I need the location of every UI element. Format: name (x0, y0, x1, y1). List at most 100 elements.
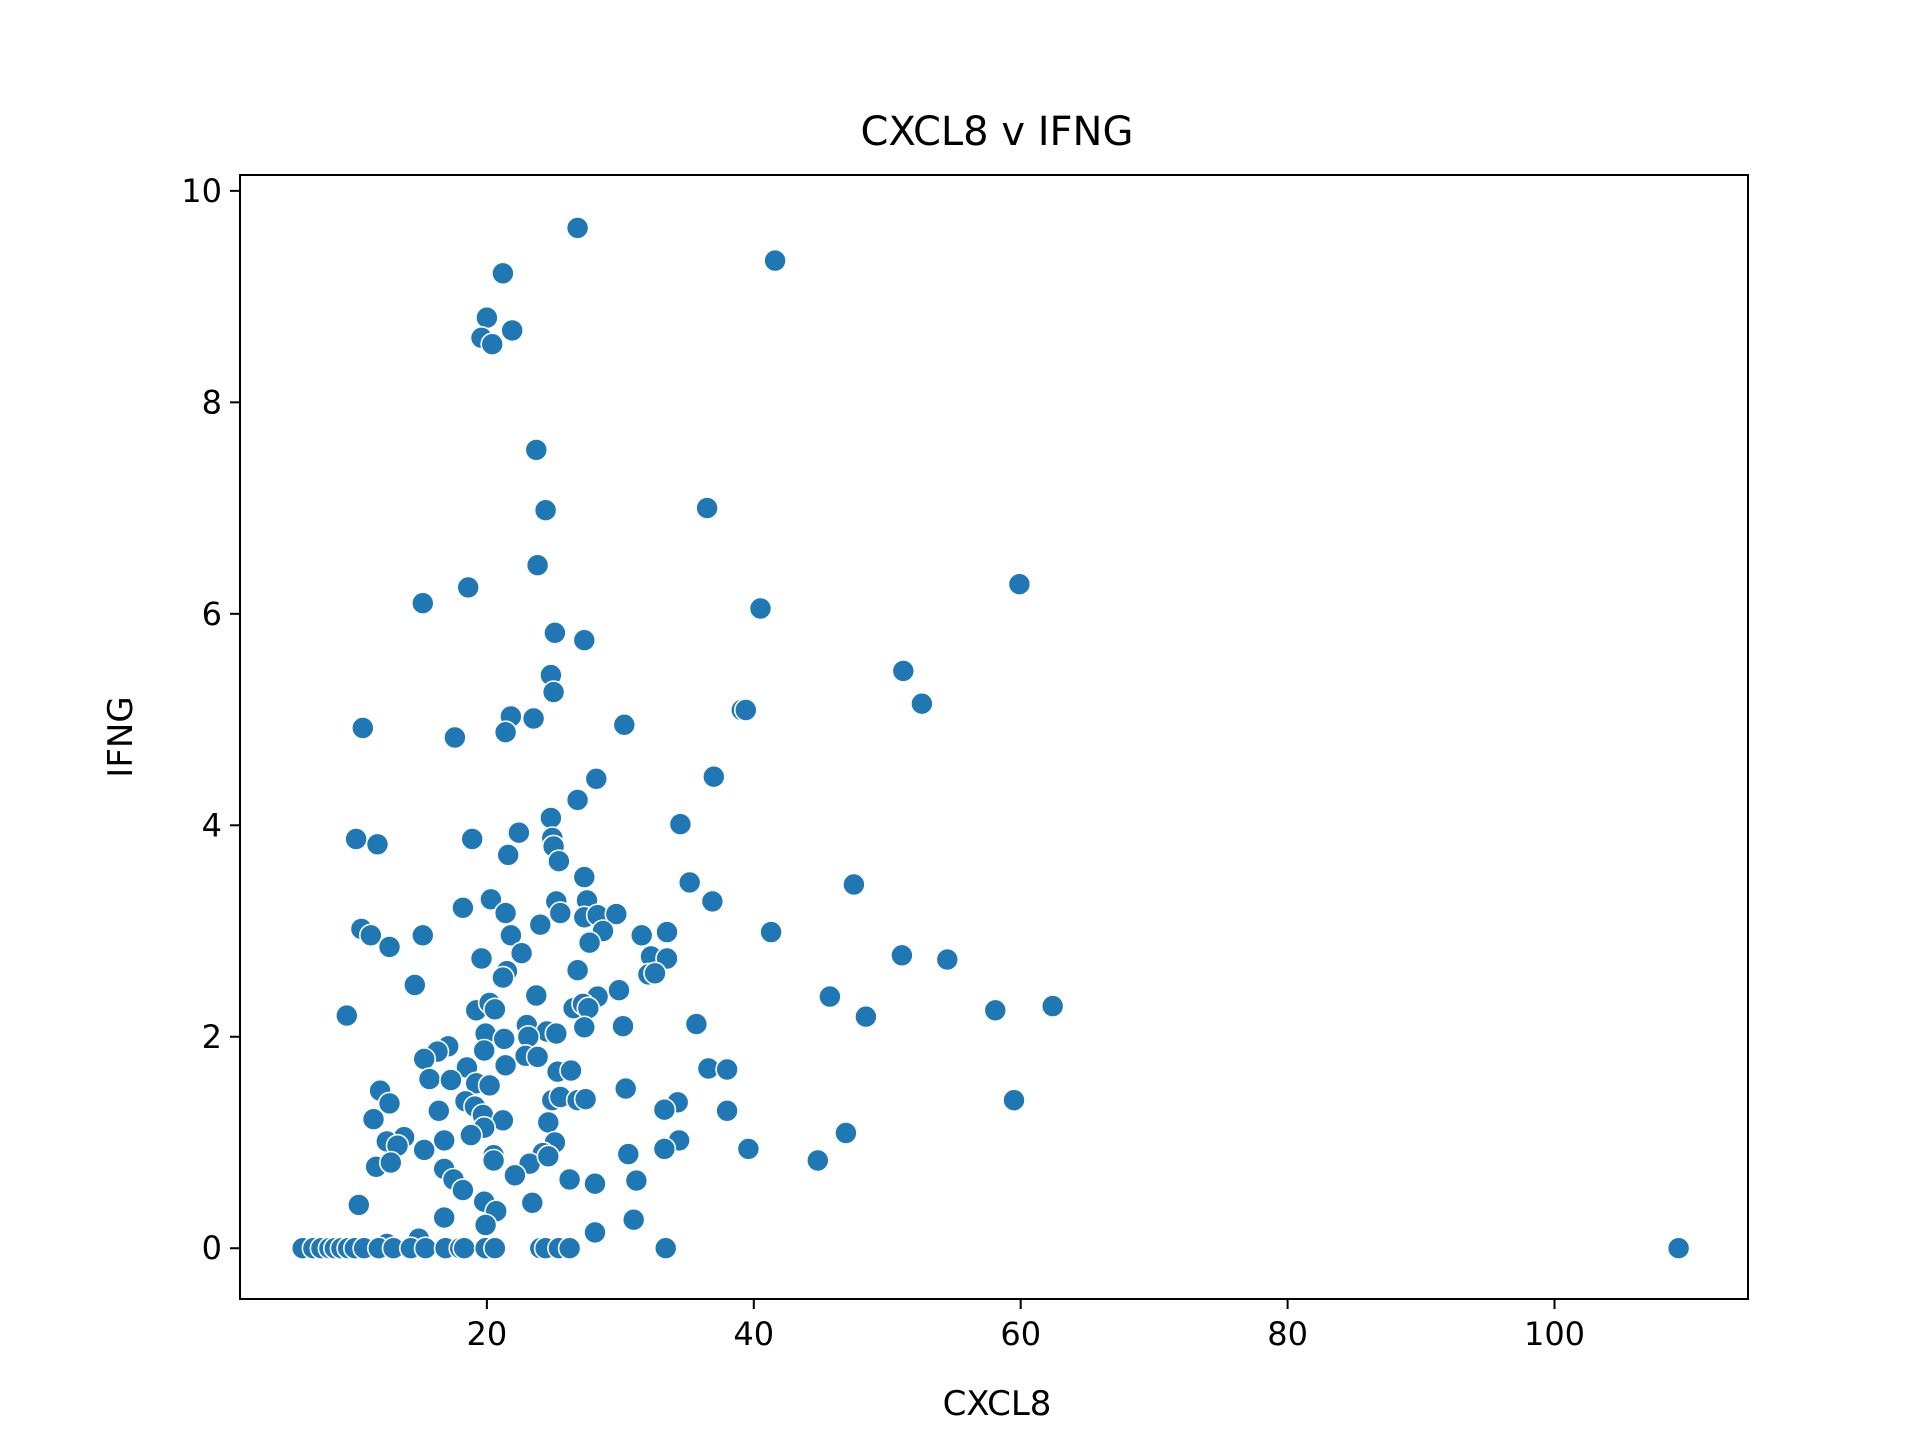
data-point-19 (891, 659, 916, 683)
data-point-113 (417, 1067, 442, 1091)
data-point-165 (346, 1193, 371, 1217)
data-point-134 (536, 1110, 561, 1135)
data-point-136 (459, 1123, 483, 1147)
data-point-56 (358, 923, 383, 948)
data-point-28 (733, 698, 758, 722)
data-point-188 (452, 1236, 477, 1260)
data-point-37 (507, 820, 531, 845)
x-tick-label-80: 80 (1267, 1315, 1308, 1353)
data-point-96 (684, 1012, 709, 1036)
data-point-32 (539, 806, 563, 830)
data-point-26 (612, 712, 637, 737)
data-point-3 (475, 305, 499, 330)
data-point-147 (736, 1137, 761, 1161)
data-point-108 (493, 1053, 518, 1078)
x-tick-label-40: 40 (733, 1315, 774, 1353)
data-point-42 (572, 865, 597, 889)
data-point-51 (548, 901, 573, 925)
data-point-119 (377, 1091, 402, 1116)
data-point-169 (473, 1213, 498, 1237)
data-point-14 (1007, 572, 1032, 597)
data-point-43 (677, 870, 702, 895)
data-point-89 (1040, 994, 1065, 1018)
data-point-159 (557, 1167, 582, 1192)
data-point-84 (483, 997, 507, 1022)
data-points (290, 216, 1691, 1260)
data-point-15 (543, 620, 567, 645)
y-axis-ticks: 0 2 4 6 8 10 (181, 172, 240, 1267)
data-point-88 (983, 998, 1008, 1023)
data-point-118 (613, 1076, 638, 1101)
data-point-167 (432, 1205, 457, 1230)
data-point-77 (643, 961, 667, 986)
data-point-153 (481, 1148, 506, 1173)
y-axis-label: IFNG (101, 696, 141, 777)
data-point-50 (493, 901, 518, 925)
data-point-13 (748, 596, 773, 621)
data-point-131 (1002, 1088, 1026, 1112)
data-point-67 (577, 930, 602, 955)
data-point-7 (524, 438, 549, 462)
data-point-48 (700, 889, 725, 914)
x-axis-label: CXCL8 (943, 1384, 1052, 1424)
data-point-29 (584, 766, 609, 791)
data-point-71 (935, 947, 960, 972)
data-point-8 (533, 498, 558, 523)
data-point-105 (525, 1045, 550, 1069)
y-tick-label-8: 8 (202, 383, 222, 421)
data-point-34 (344, 827, 368, 851)
data-point-16 (572, 628, 597, 653)
data-point-100 (544, 1021, 569, 1046)
data-point-2 (491, 261, 515, 286)
data-point-12 (456, 575, 481, 600)
y-tick-label-0: 0 (202, 1229, 222, 1267)
data-point-129 (652, 1097, 677, 1122)
data-point-66 (469, 946, 494, 971)
data-point-155 (536, 1144, 561, 1169)
y-tick-label-2: 2 (202, 1018, 222, 1056)
data-point-168 (621, 1207, 646, 1232)
data-point-130 (715, 1099, 739, 1123)
data-point-23 (493, 720, 518, 745)
data-point-49 (451, 895, 475, 920)
data-point-33 (668, 812, 693, 837)
data-point-116 (477, 1073, 502, 1098)
data-point-41 (547, 849, 571, 874)
data-point-98 (492, 1027, 517, 1051)
data-point-152 (378, 1150, 403, 1175)
data-point-72 (402, 973, 427, 997)
data-point-94 (572, 1015, 597, 1040)
data-point-9 (695, 496, 719, 520)
data-point-65 (509, 941, 534, 966)
data-point-132 (361, 1107, 386, 1131)
data-point-62 (655, 920, 679, 944)
data-point-194 (557, 1236, 582, 1260)
data-point-30 (701, 764, 726, 789)
data-point-81 (818, 984, 842, 1009)
data-point-11 (410, 591, 435, 616)
chart-title: CXCL8 v IFNG (861, 109, 1134, 155)
plot-area-frame (239, 174, 1749, 1300)
data-point-57 (410, 923, 435, 948)
data-point-195 (653, 1236, 678, 1260)
data-point-80 (607, 978, 631, 1003)
data-point-144 (412, 1138, 437, 1162)
data-point-91 (854, 1004, 878, 1029)
data-point-106 (412, 1047, 437, 1071)
data-point-36 (460, 827, 485, 851)
data-point-139 (432, 1128, 457, 1153)
data-point-63 (759, 920, 783, 944)
data-point-78 (524, 983, 549, 1008)
x-tick-label-20: 20 (467, 1315, 508, 1353)
x-axis-ticks: 20 40 60 80 100 (467, 1299, 1585, 1353)
data-point-6 (500, 318, 525, 343)
data-point-61 (629, 923, 654, 948)
y-tick-label-4: 4 (202, 806, 222, 844)
data-point-146 (652, 1137, 677, 1161)
x-tick-label-60: 60 (1000, 1315, 1041, 1353)
data-point-125 (573, 1087, 598, 1111)
data-point-185 (413, 1236, 438, 1260)
data-point-18 (541, 680, 566, 704)
data-point-35 (365, 832, 390, 857)
data-point-170 (583, 1220, 607, 1245)
